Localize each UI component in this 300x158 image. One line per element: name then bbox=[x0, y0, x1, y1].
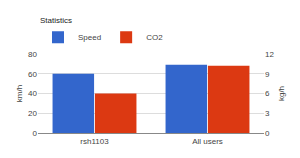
svg-text:Speed: Speed bbox=[78, 33, 101, 42]
svg-text:3: 3 bbox=[265, 109, 270, 118]
svg-text:12: 12 bbox=[265, 50, 274, 59]
svg-text:60: 60 bbox=[28, 70, 37, 79]
svg-text:40: 40 bbox=[28, 89, 37, 98]
svg-text:0: 0 bbox=[265, 129, 270, 138]
svg-text:All users: All users bbox=[192, 137, 223, 146]
svg-text:km/h: km/h bbox=[15, 85, 24, 102]
svg-text:Statistics: Statistics bbox=[40, 16, 72, 25]
svg-text:kg/h: kg/h bbox=[277, 86, 286, 101]
svg-text:80: 80 bbox=[28, 50, 37, 59]
svg-text:6: 6 bbox=[265, 89, 270, 98]
svg-text:CO2: CO2 bbox=[146, 33, 163, 42]
svg-text:0: 0 bbox=[33, 129, 38, 138]
svg-text:9: 9 bbox=[265, 70, 270, 79]
svg-text:rsh1103: rsh1103 bbox=[80, 137, 109, 146]
svg-text:20: 20 bbox=[28, 109, 37, 118]
